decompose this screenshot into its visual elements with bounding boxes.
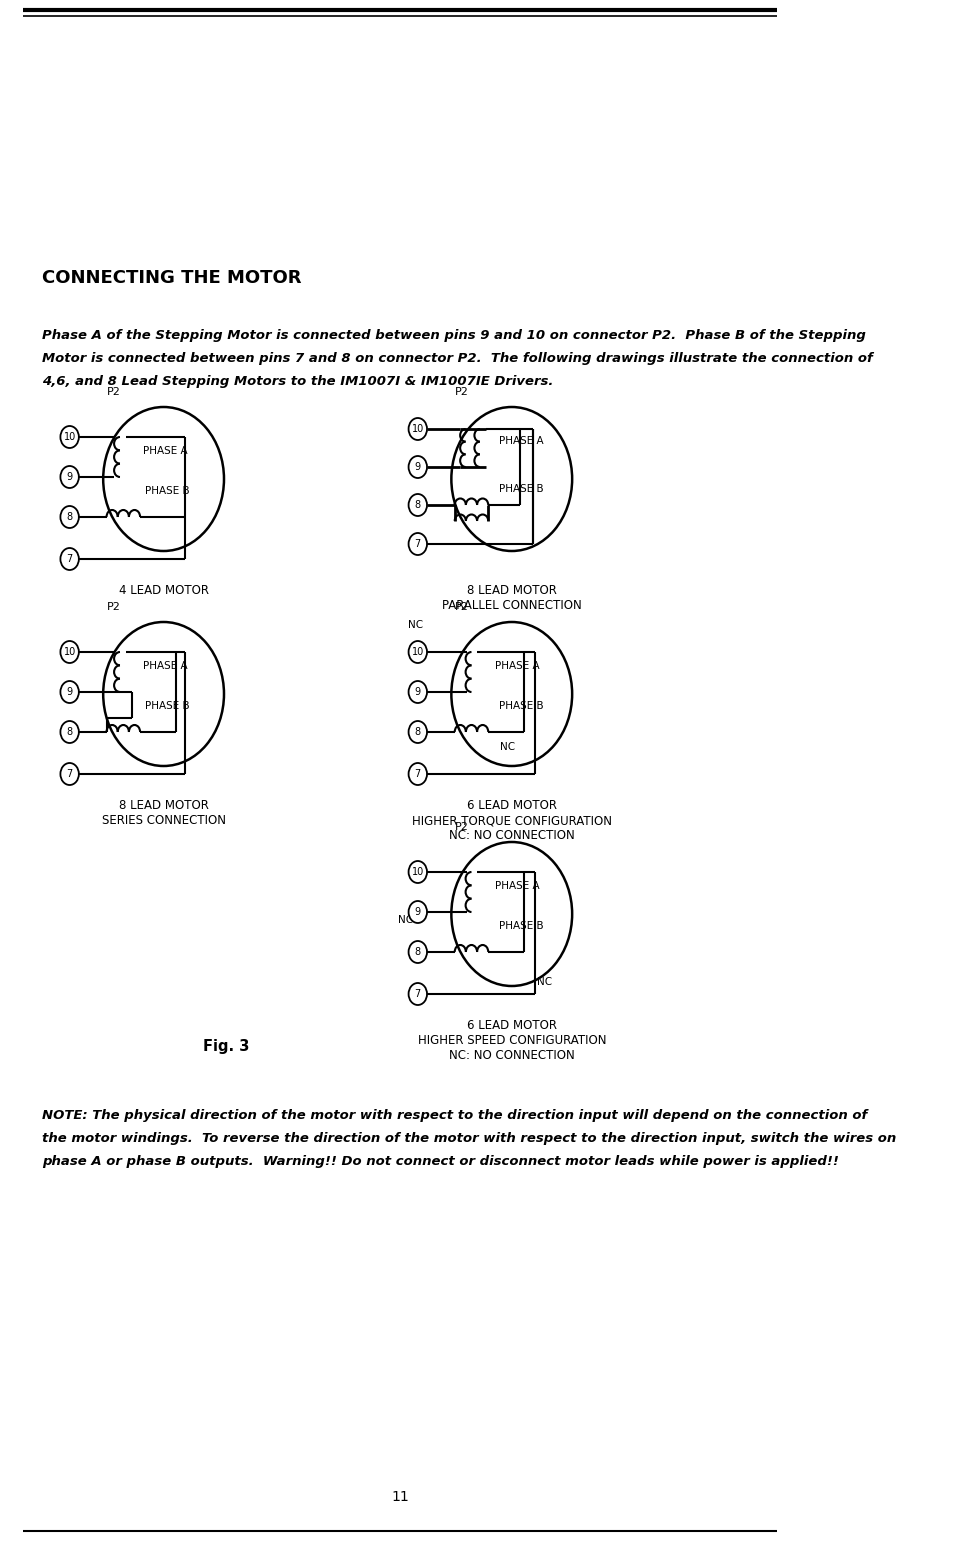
Circle shape [60, 641, 79, 663]
Text: PHASE B: PHASE B [145, 702, 190, 711]
Text: 10: 10 [64, 647, 75, 656]
Circle shape [408, 861, 427, 882]
Circle shape [60, 681, 79, 703]
Circle shape [60, 426, 79, 447]
Text: 8: 8 [415, 500, 420, 510]
Text: Motor is connected between pins 7 and 8 on connector P2.  The following drawings: Motor is connected between pins 7 and 8 … [42, 352, 872, 365]
Text: NC: NC [398, 915, 414, 924]
Text: P2: P2 [107, 602, 120, 613]
Text: 6 LEAD MOTOR
HIGHER SPEED CONFIGURATION
NC: NO CONNECTION: 6 LEAD MOTOR HIGHER SPEED CONFIGURATION … [417, 1020, 605, 1062]
Text: 7: 7 [67, 769, 72, 780]
Circle shape [60, 507, 79, 529]
Text: NC: NC [499, 742, 515, 751]
Text: P2: P2 [107, 387, 120, 398]
Text: 9: 9 [415, 461, 420, 472]
Text: 8: 8 [415, 946, 420, 957]
Text: P2: P2 [455, 822, 468, 833]
Text: 11: 11 [391, 1490, 409, 1504]
Circle shape [60, 466, 79, 488]
Text: 10: 10 [412, 867, 423, 878]
Text: PHASE B: PHASE B [498, 483, 543, 494]
Circle shape [60, 720, 79, 744]
Circle shape [60, 762, 79, 786]
Text: PHASE B: PHASE B [498, 921, 543, 931]
Text: 9: 9 [415, 688, 420, 697]
Circle shape [408, 641, 427, 663]
Circle shape [408, 418, 427, 440]
Circle shape [60, 549, 79, 571]
Circle shape [408, 762, 427, 786]
Text: 9: 9 [415, 907, 420, 917]
Text: phase A or phase B outputs.  Warning!! Do not connect or disconnect motor leads : phase A or phase B outputs. Warning!! Do… [42, 1155, 838, 1168]
Text: NC: NC [537, 977, 552, 987]
Circle shape [408, 720, 427, 744]
Text: 9: 9 [67, 472, 72, 482]
Circle shape [408, 681, 427, 703]
Text: P2: P2 [455, 602, 468, 613]
Circle shape [408, 533, 427, 555]
Text: PHASE B: PHASE B [145, 486, 190, 496]
Circle shape [408, 455, 427, 479]
Text: 4 LEAD MOTOR: 4 LEAD MOTOR [118, 585, 209, 597]
Circle shape [408, 984, 427, 1006]
Text: PHASE B: PHASE B [498, 702, 543, 711]
Circle shape [408, 901, 427, 923]
Text: 7: 7 [67, 553, 72, 564]
Text: PHASE A: PHASE A [495, 881, 539, 892]
Text: Fig. 3: Fig. 3 [203, 1038, 250, 1054]
Circle shape [408, 494, 427, 516]
Text: PHASE A: PHASE A [498, 437, 543, 446]
Text: 10: 10 [412, 647, 423, 656]
Text: 8: 8 [67, 511, 72, 522]
Text: the motor windings.  To reverse the direction of the motor with respect to the d: the motor windings. To reverse the direc… [42, 1132, 895, 1144]
Text: NC: NC [407, 620, 422, 630]
Text: 8 LEAD MOTOR
PARALLEL CONNECTION: 8 LEAD MOTOR PARALLEL CONNECTION [441, 585, 581, 613]
Text: 7: 7 [415, 769, 420, 780]
Text: 10: 10 [64, 432, 75, 443]
Text: 4,6, and 8 Lead Stepping Motors to the IM1007I & IM1007IE Drivers.: 4,6, and 8 Lead Stepping Motors to the I… [42, 376, 553, 388]
Text: 9: 9 [67, 688, 72, 697]
Text: 8: 8 [415, 726, 420, 737]
Text: 6 LEAD MOTOR
HIGHER TORQUE CONFIGURATION
NC: NO CONNECTION: 6 LEAD MOTOR HIGHER TORQUE CONFIGURATION… [412, 800, 611, 842]
Text: 7: 7 [415, 539, 420, 549]
Text: Phase A of the Stepping Motor is connected between pins 9 and 10 on connector P2: Phase A of the Stepping Motor is connect… [42, 329, 865, 341]
Text: CONNECTING THE MOTOR: CONNECTING THE MOTOR [42, 270, 301, 287]
Text: PHASE A: PHASE A [142, 446, 187, 455]
Text: 7: 7 [415, 988, 420, 999]
Text: P2: P2 [455, 387, 468, 398]
Circle shape [408, 942, 427, 963]
Text: NOTE: The physical direction of the motor with respect to the direction input wi: NOTE: The physical direction of the moto… [42, 1108, 866, 1122]
Text: PHASE A: PHASE A [495, 661, 539, 670]
Text: PHASE A: PHASE A [142, 661, 187, 670]
Text: 8: 8 [67, 726, 72, 737]
Text: 8 LEAD MOTOR
SERIES CONNECTION: 8 LEAD MOTOR SERIES CONNECTION [101, 800, 225, 826]
Text: 10: 10 [412, 424, 423, 433]
